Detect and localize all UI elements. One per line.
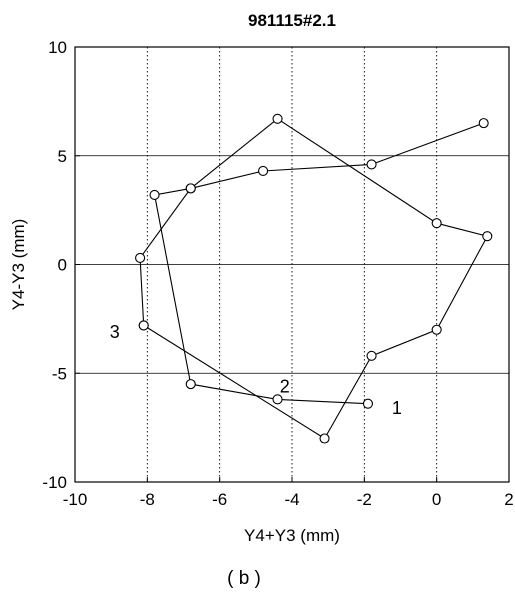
data-point bbox=[366, 159, 377, 170]
y-axis-label: Y4-Y3 (mm) bbox=[9, 219, 28, 311]
series-group bbox=[139, 118, 489, 440]
data-point bbox=[482, 231, 493, 242]
x-tick-label: -2 bbox=[357, 490, 372, 509]
y-tick-label: 0 bbox=[58, 256, 67, 275]
figure-caption: ( b ) bbox=[227, 568, 261, 589]
x-tick-label: -6 bbox=[212, 490, 227, 509]
y-tick-label: 10 bbox=[48, 38, 67, 57]
x-axis-label: Y4+Y3 (mm) bbox=[244, 526, 340, 545]
data-point bbox=[135, 252, 146, 264]
series-line-1 bbox=[153, 122, 484, 405]
x-tick-label: -8 bbox=[140, 490, 155, 509]
data-point bbox=[478, 118, 489, 129]
x-tick-label: -4 bbox=[284, 490, 299, 509]
y-tick-label: 5 bbox=[58, 147, 67, 166]
y-tick-label: -5 bbox=[52, 364, 67, 383]
chart-title: 981115#2.1 bbox=[248, 11, 336, 30]
data-point bbox=[258, 165, 269, 177]
data-point bbox=[272, 394, 283, 405]
x-tick-label: -10 bbox=[63, 490, 88, 509]
x-tick-label: 2 bbox=[504, 490, 513, 509]
annotation-label: 2 bbox=[280, 376, 290, 396]
data-point bbox=[185, 379, 196, 390]
data-point bbox=[319, 433, 330, 444]
y-tick-label: -10 bbox=[42, 473, 67, 492]
data-point bbox=[431, 218, 442, 229]
data-point bbox=[138, 320, 149, 331]
markers-group bbox=[135, 113, 493, 444]
annotations-group: 1 2 3 bbox=[110, 322, 402, 418]
series-line-2 bbox=[139, 118, 489, 440]
data-point bbox=[185, 183, 196, 194]
annotation-label: 3 bbox=[110, 322, 120, 342]
x-tick-label: 0 bbox=[432, 490, 441, 509]
grid bbox=[75, 47, 509, 482]
data-point bbox=[362, 398, 374, 409]
annotation-label: 1 bbox=[392, 398, 402, 418]
ticks-group: -10 -8 -6 -4 -2 0 2 -10 -5 0 5 10 bbox=[42, 38, 513, 509]
data-point bbox=[366, 350, 377, 361]
data-point bbox=[272, 113, 283, 124]
data-point bbox=[149, 189, 160, 200]
data-point bbox=[431, 324, 442, 335]
